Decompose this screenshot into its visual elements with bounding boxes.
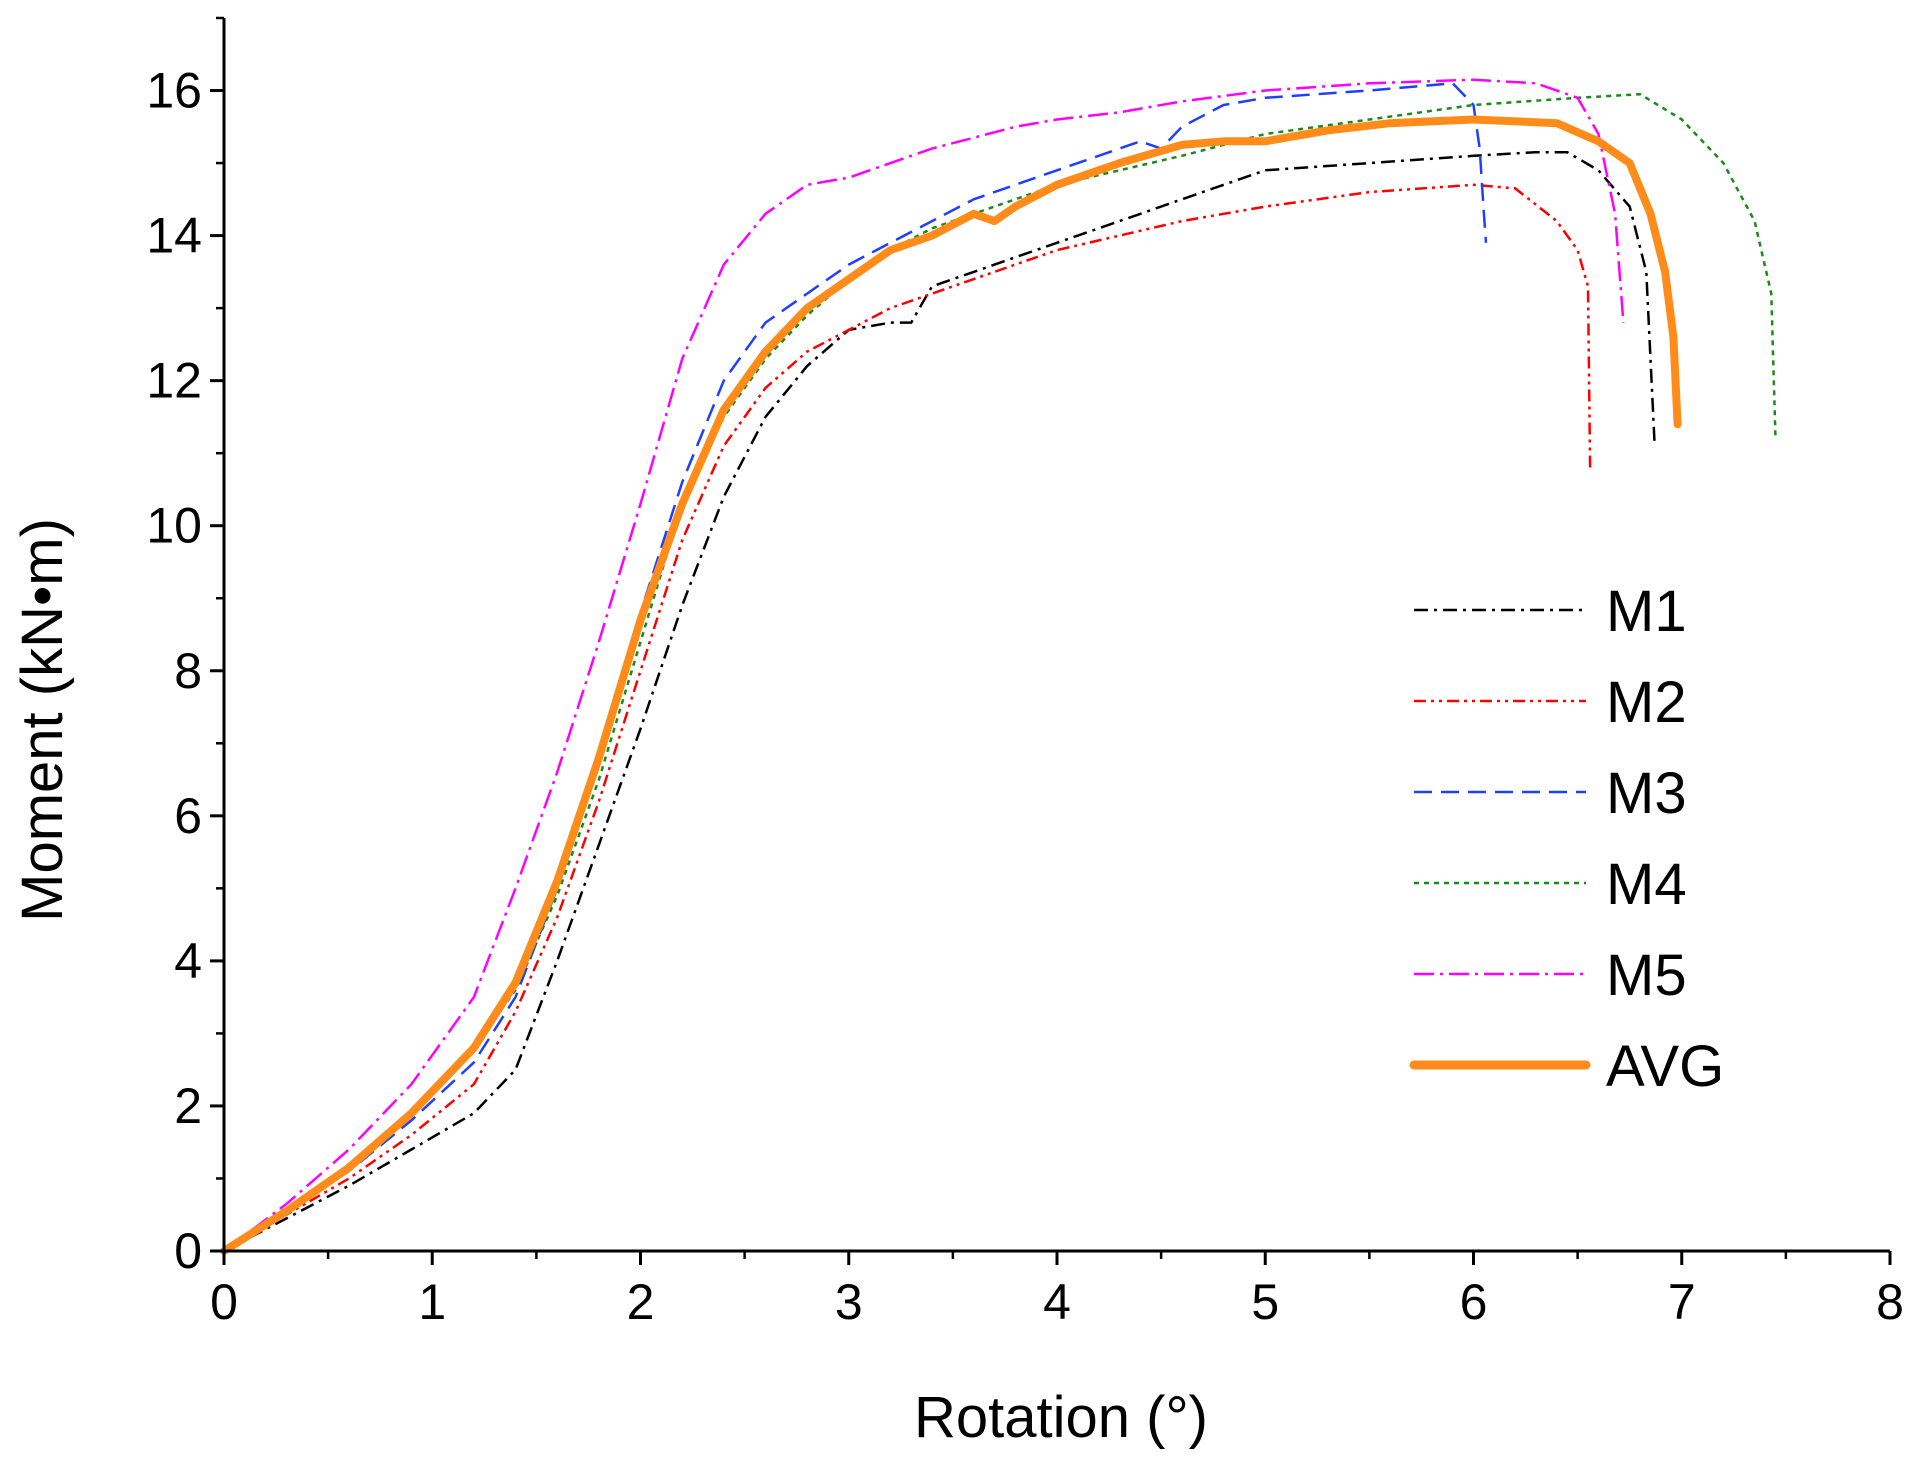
y-tick-label: 0 <box>174 1223 202 1279</box>
x-tick-label: 3 <box>835 1274 863 1330</box>
legend-label-m3: M3 <box>1606 761 1687 826</box>
y-tick-label: 10 <box>146 498 202 554</box>
x-tick-label: 7 <box>1668 1274 1696 1330</box>
series-line-m2 <box>223 183 1592 1253</box>
legend: M1 M2 M3 M4 M5 AVG <box>1409 579 1724 1099</box>
y-tick-label: 6 <box>174 788 202 844</box>
legend-label-m4: M4 <box>1606 852 1687 917</box>
y-axis-title: Moment (kN•m) <box>10 518 75 922</box>
x-tick-label: 5 <box>1251 1274 1279 1330</box>
y-tick-label: 16 <box>146 63 202 119</box>
x-tick-label: 4 <box>1043 1274 1071 1330</box>
series-layer <box>220 78 1777 1255</box>
series-line-m5 <box>223 78 1625 1252</box>
y-tick-label: 4 <box>174 933 202 989</box>
x-axis-title: Rotation (°) <box>914 1385 1208 1450</box>
y-tick-label: 8 <box>174 643 202 699</box>
series-line-m3 <box>223 82 1488 1253</box>
legend-label-avg: AVG <box>1606 1034 1724 1099</box>
x-tick-label: 6 <box>1460 1274 1488 1330</box>
y-tick-label: 14 <box>146 208 202 264</box>
legend-label-m5: M5 <box>1606 943 1687 1008</box>
x-tick-label: 0 <box>210 1274 238 1330</box>
x-tick-label: 1 <box>418 1274 446 1330</box>
y-tick-label: 12 <box>146 353 202 409</box>
y-tick-label: 2 <box>174 1078 202 1134</box>
x-tick-label: 2 <box>627 1274 655 1330</box>
series-line-m1 <box>223 150 1656 1253</box>
series-line-avg <box>220 115 1682 1255</box>
series-line-m4 <box>223 92 1777 1253</box>
legend-label-m1: M1 <box>1606 579 1687 644</box>
x-tick-label: 8 <box>1876 1274 1904 1330</box>
legend-label-m2: M2 <box>1606 670 1687 735</box>
